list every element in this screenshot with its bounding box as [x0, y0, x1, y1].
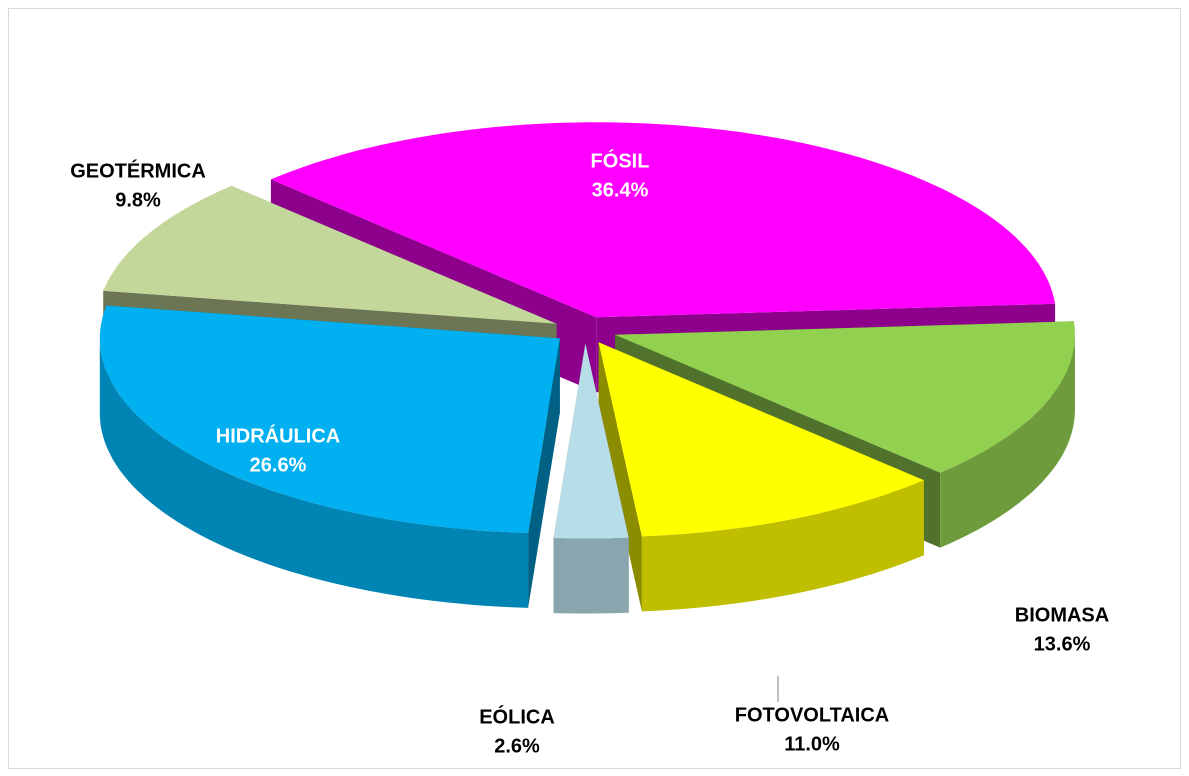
slice-outer-side [940, 334, 1075, 548]
slice-outer-side [553, 537, 629, 614]
data-label-value: 13.6% [1034, 633, 1091, 655]
data-label-value: 36.4% [592, 179, 649, 201]
data-label-name: EÓLICA [479, 704, 555, 728]
slice-top [99, 305, 560, 533]
slice-outer-side [641, 480, 924, 612]
slice [99, 305, 560, 608]
data-label-value: 26.6% [250, 454, 307, 476]
slice-top [103, 185, 557, 324]
data-label-name: FÓSIL [591, 148, 650, 172]
slice [553, 343, 629, 614]
data-label-name: HIDRÁULICA [216, 424, 340, 447]
slice-top [553, 343, 629, 539]
data-label-name: GEOTÉRMICA [70, 159, 206, 182]
data-label-name: FOTOVOLTAICA [735, 704, 889, 726]
slice-top [598, 342, 924, 537]
data-label-value: 2.6% [494, 735, 540, 757]
slice-top [270, 122, 1056, 318]
slice [598, 342, 924, 612]
data-label-value: 11.0% [784, 733, 840, 755]
data-label-value: 9.8% [115, 189, 161, 211]
slice-cut-side [598, 342, 642, 612]
slice-outer-side [99, 338, 529, 608]
slice-top [615, 321, 1075, 473]
data-label-name: BIOMASA [1015, 604, 1109, 626]
